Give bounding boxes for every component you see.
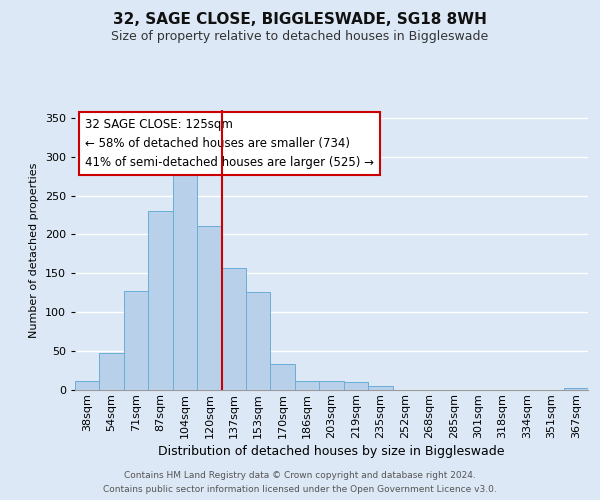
Text: 32, SAGE CLOSE, BIGGLESWADE, SG18 8WH: 32, SAGE CLOSE, BIGGLESWADE, SG18 8WH	[113, 12, 487, 28]
Bar	[148, 211, 173, 390]
Bar	[368, 386, 392, 390]
Bar	[173, 170, 197, 390]
Bar	[100, 354, 124, 390]
Bar	[271, 364, 295, 390]
Bar	[221, 268, 246, 390]
Bar	[563, 388, 588, 390]
Text: Contains public sector information licensed under the Open Government Licence v3: Contains public sector information licen…	[103, 484, 497, 494]
Bar	[246, 292, 271, 390]
Text: 32 SAGE CLOSE: 125sqm
← 58% of detached houses are smaller (734)
41% of semi-det: 32 SAGE CLOSE: 125sqm ← 58% of detached …	[85, 118, 374, 170]
Y-axis label: Number of detached properties: Number of detached properties	[29, 162, 39, 338]
Bar	[344, 382, 368, 390]
Bar	[124, 291, 148, 390]
Text: Contains HM Land Registry data © Crown copyright and database right 2024.: Contains HM Land Registry data © Crown c…	[124, 472, 476, 480]
Bar	[197, 226, 221, 390]
Bar	[75, 382, 100, 390]
Bar	[295, 380, 319, 390]
X-axis label: Distribution of detached houses by size in Biggleswade: Distribution of detached houses by size …	[158, 444, 505, 458]
Bar	[319, 380, 344, 390]
Text: Size of property relative to detached houses in Biggleswade: Size of property relative to detached ho…	[112, 30, 488, 43]
